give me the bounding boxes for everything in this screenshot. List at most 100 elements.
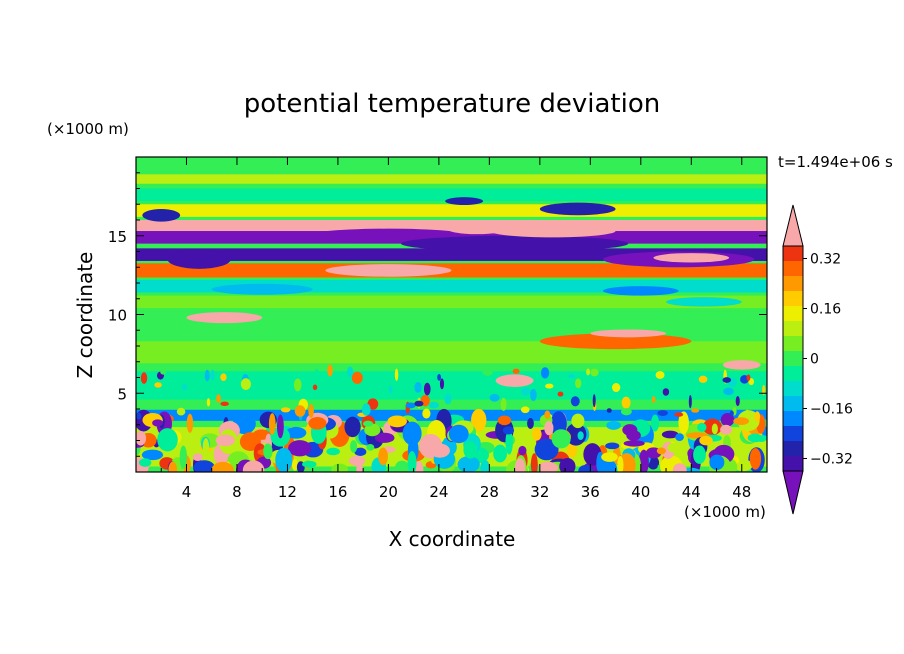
heatmap-cell (394, 368, 399, 381)
x-tick-label: 16 (328, 483, 347, 501)
x-axis-label: X coordinate (389, 527, 516, 551)
heatmap-cell (350, 440, 358, 453)
heatmap-cell (312, 384, 318, 391)
heatmap-cell (240, 378, 251, 390)
heatmap-cell (268, 413, 276, 435)
heatmap-cell (354, 447, 367, 457)
y-axis: 5 10 15 (108, 172, 767, 457)
colorbar-label: −0.16 (810, 402, 853, 418)
heatmap-feature (445, 221, 509, 235)
heatmap-cell (540, 367, 550, 379)
x-tick-label: 20 (379, 483, 398, 501)
heatmap-cell (448, 424, 469, 444)
heatmap-cell (527, 417, 534, 430)
heatmap-cell (493, 444, 507, 463)
y-axis-label: Z coordinate (73, 252, 97, 379)
colorbar-label: 0.16 (810, 302, 841, 318)
heatmap-feature (167, 249, 231, 269)
x-tick-label: 8 (232, 483, 242, 501)
heatmap-cell (502, 426, 515, 435)
heatmap-cell (362, 420, 374, 427)
heatmap-cell (762, 384, 766, 396)
heatmap-cell (655, 371, 665, 379)
heatmap-cell (514, 458, 526, 472)
x-tick-label: 44 (682, 483, 701, 501)
heatmap-cell (341, 383, 346, 395)
heatmap-cell (220, 401, 229, 407)
heatmap-cell (437, 374, 442, 381)
heatmap-cell (331, 463, 349, 472)
colorbar-swatch (783, 351, 803, 366)
heatmap-feature (666, 297, 742, 307)
heatmap-cell (520, 406, 530, 414)
x-tick-label: 40 (631, 483, 650, 501)
heatmap-cell (192, 453, 203, 461)
heatmap-cell (351, 371, 363, 384)
colorbar-swatch (783, 366, 803, 381)
heatmap-cell (154, 382, 162, 388)
heatmap-cell (444, 393, 452, 405)
heatmap-cell (565, 423, 587, 446)
heatmap-cell (423, 382, 431, 396)
heatmap-cell (571, 413, 585, 429)
colorbar-swatch (783, 276, 803, 291)
heatmap-cell (204, 369, 210, 382)
x-tick-label: 48 (732, 483, 751, 501)
heatmap-cell (697, 422, 707, 432)
heatmap-feature (602, 286, 679, 296)
colorbar-swatch (783, 381, 803, 396)
heatmap-cell (439, 378, 445, 390)
heatmap-cell (570, 396, 580, 407)
heatmap-cell (414, 382, 422, 393)
heatmap-cell (347, 366, 354, 378)
heatmap-cell (667, 442, 686, 454)
heatmap-cell (530, 453, 538, 472)
heatmap-cell (662, 388, 670, 396)
colorbar-min-arrow (782, 470, 804, 515)
heatmap-cell (157, 428, 178, 452)
heatmap-cell (193, 460, 215, 472)
heatmap-cell (577, 431, 584, 440)
heatmap-cell (168, 461, 178, 472)
heatmap-cell (308, 404, 314, 418)
heatmap-feature (653, 253, 730, 263)
heatmap-cell (661, 430, 679, 439)
heatmap-cell (234, 378, 241, 386)
colorbar-max-arrow (782, 204, 804, 247)
heatmap-band (136, 263, 767, 278)
heatmap-cell (138, 458, 152, 467)
heatmap-cell (600, 459, 617, 472)
colorbar-label: −0.32 (810, 452, 853, 468)
x-tick-label: 12 (278, 483, 297, 501)
heatmap-cell (388, 385, 393, 394)
x-axis: 4 8 12 16 20 24 28 32 36 40 44 48 (160, 157, 751, 501)
heatmap-cell (136, 412, 142, 420)
heatmap-cell (557, 391, 564, 397)
heatmap-cell (471, 408, 487, 432)
heatmap-cell (575, 378, 582, 389)
heatmap-cell (141, 449, 164, 461)
heatmap-feature (495, 374, 534, 387)
heatmap-cell (550, 371, 558, 382)
x-tick-label: 28 (480, 483, 499, 501)
heatmap-cell (275, 447, 293, 472)
heatmap-cell (657, 410, 668, 416)
colorbar-swatch (783, 456, 803, 471)
heatmap-cell (489, 393, 500, 402)
time-label: t=1.494e+06 s (778, 153, 893, 171)
heatmap-cell (723, 387, 734, 396)
heatmap-cell (327, 364, 333, 377)
heatmap-cell (395, 460, 410, 472)
heatmap-cell (405, 402, 416, 409)
colorbar: 0.32 0.16 0 −0.16 −0.32 (782, 204, 853, 515)
heatmap-cell (720, 424, 732, 435)
heatmap-cell (735, 395, 740, 407)
heatmap-cell (720, 412, 735, 427)
heatmap-cell (482, 368, 493, 376)
heatmap-feature (722, 360, 761, 370)
heatmap-band (136, 204, 767, 217)
heatmap-cell (746, 374, 751, 381)
heatmap-cell (611, 383, 621, 393)
heatmap-cell (621, 396, 631, 409)
